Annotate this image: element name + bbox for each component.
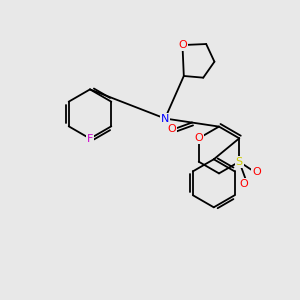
Text: O: O — [167, 124, 176, 134]
Text: S: S — [236, 157, 243, 167]
Text: O: O — [239, 178, 248, 189]
Text: N: N — [161, 113, 169, 124]
Text: O: O — [178, 40, 187, 50]
Text: F: F — [87, 134, 93, 144]
Text: O: O — [252, 167, 261, 177]
Text: O: O — [194, 133, 203, 143]
